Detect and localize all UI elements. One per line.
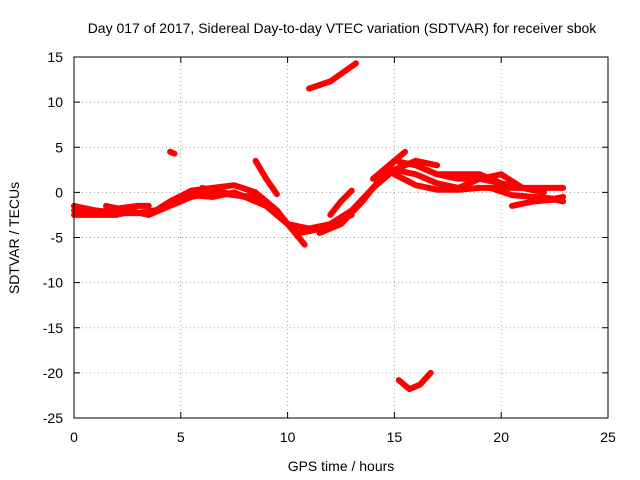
series-track-9 — [252, 157, 280, 198]
y-tick-label: 5 — [55, 139, 63, 155]
series-track-3 — [71, 209, 131, 218]
y-tick-label: -15 — [43, 320, 63, 336]
series-track-16 — [391, 171, 567, 193]
axis-ticks: 0 5 10 15 20 25 15 10 5 0 -5 -10 -15 -20 -25 — [43, 49, 616, 445]
series-track-13 — [327, 187, 355, 218]
series-track-20 — [395, 369, 434, 393]
x-tick-label: 0 — [70, 429, 78, 445]
x-tick-label: 10 — [280, 429, 296, 445]
y-tick-label: -5 — [51, 230, 64, 246]
x-tick-label: 5 — [177, 429, 185, 445]
x-tick-label: 15 — [387, 429, 403, 445]
data-series — [71, 60, 567, 393]
y-tick-label: 10 — [47, 94, 63, 110]
series-track-8 — [167, 148, 178, 157]
series-track-7 — [199, 184, 280, 214]
series-track-12 — [327, 157, 441, 227]
x-axis-label: GPS time / hours — [288, 458, 395, 474]
series-track-6 — [167, 182, 308, 248]
chart-title: Day 017 of 2017, Sidereal Day-to-day VTE… — [88, 20, 598, 36]
y-axis-label: SDTVAR / TECUs — [6, 182, 22, 294]
y-tick-label: 0 — [55, 184, 63, 200]
y-tick-label: -10 — [43, 275, 63, 291]
x-tick-label: 25 — [600, 429, 616, 445]
series-track-19 — [508, 196, 567, 209]
x-tick-label: 20 — [493, 429, 509, 445]
grid-lines — [74, 57, 608, 418]
series-track-10 — [306, 60, 359, 92]
y-tick-label: 15 — [47, 49, 63, 65]
y-tick-label: -20 — [43, 365, 63, 381]
y-tick-label: -25 — [43, 410, 63, 426]
series-track-17 — [434, 171, 526, 191]
series-track-5 — [145, 189, 344, 236]
